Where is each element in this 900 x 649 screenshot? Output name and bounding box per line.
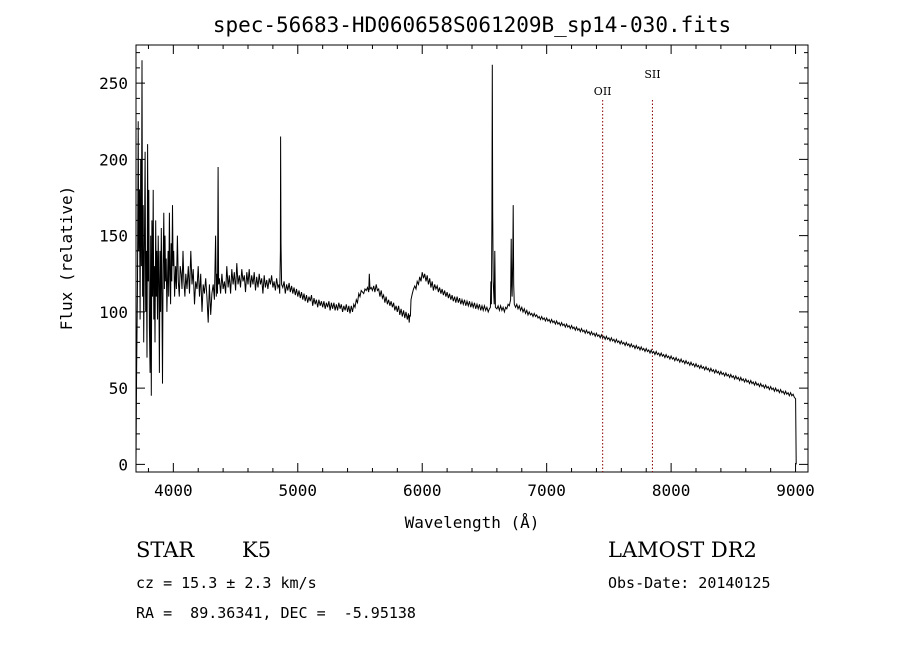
y-tick-label: 0 <box>118 455 128 474</box>
object-subclass: K5 <box>242 538 272 562</box>
y-tick-label: 50 <box>109 379 128 398</box>
spectrum-line <box>135 60 797 465</box>
x-tick-label: 9000 <box>776 481 815 500</box>
y-axis-label: Flux (relative) <box>57 186 76 331</box>
x-tick-label: 6000 <box>403 481 442 500</box>
survey-name: LAMOST DR2 <box>608 538 757 562</box>
object-class: STAR <box>136 538 195 562</box>
observation-date: Obs-Date: 20140125 <box>608 574 771 592</box>
marker-label-sii: SII <box>644 68 660 81</box>
coordinates: RA = 89.36341, DEC = -5.95138 <box>136 604 416 622</box>
y-tick-label: 250 <box>99 74 128 93</box>
marker-label-oii: OII <box>594 85 612 98</box>
y-tick-label: 150 <box>99 227 128 246</box>
redshift-value: cz = 15.3 ± 2.3 km/s <box>136 574 317 592</box>
plot-frame <box>135 44 809 473</box>
y-tick-label: 200 <box>99 150 128 169</box>
x-tick-label: 4000 <box>154 481 193 500</box>
x-tick-label: 5000 <box>279 481 318 500</box>
chart-title: spec-56683-HD060658S061209B_sp14-030.fit… <box>213 13 731 37</box>
x-tick-label: 7000 <box>527 481 566 500</box>
x-axis-label: Wavelength (Å) <box>405 513 540 532</box>
y-tick-label: 100 <box>99 303 128 322</box>
y-axis: 0 50 100 150 200 250 <box>99 52 808 474</box>
x-axis: 4000 5000 6000 7000 8000 9000 <box>147 45 815 500</box>
x-tick-label: 8000 <box>652 481 691 500</box>
line-markers: OII SII <box>594 68 661 472</box>
